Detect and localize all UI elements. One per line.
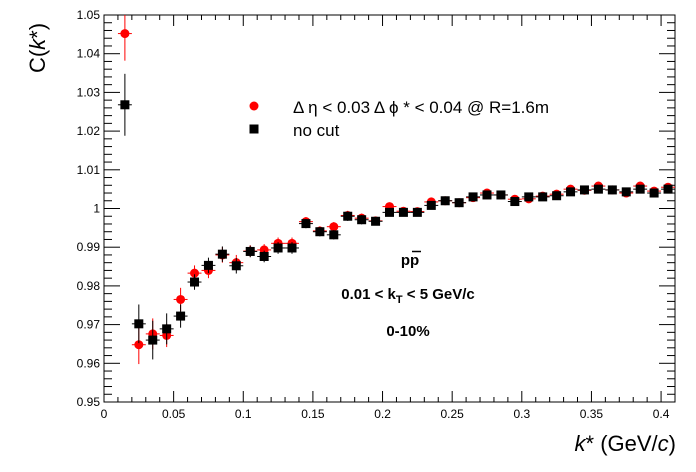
y-tick-label: 0.95 xyxy=(77,395,101,409)
data-point-square xyxy=(552,191,562,201)
data-point-square xyxy=(301,219,311,229)
legend-marker-red-circle xyxy=(249,101,259,111)
data-point-square xyxy=(607,185,617,195)
data-point-square xyxy=(176,311,186,321)
x-axis-title: k* (GeV/c) xyxy=(575,431,676,456)
data-point-square xyxy=(663,184,673,194)
y-tick-label: 1.02 xyxy=(77,124,101,138)
x-tick-label: 0.2 xyxy=(374,407,391,421)
y-tick-label: 0.98 xyxy=(77,279,101,293)
x-tick-label: 0.3 xyxy=(513,407,530,421)
ticks xyxy=(103,14,676,403)
x-tick-label: 0.4 xyxy=(653,407,670,421)
data-point-square xyxy=(593,184,603,194)
data-point-square xyxy=(385,207,394,217)
data-point-square xyxy=(635,184,645,194)
data-point-square xyxy=(621,187,631,197)
y-tick-label: 1.01 xyxy=(77,163,101,177)
data-point-square xyxy=(566,187,576,197)
data-point-square xyxy=(245,246,255,256)
tick-labels: 0 0.05 0.1 0.15 0.2 0.25 0.3 0.35 0.4 0.95 0.96 0.9… xyxy=(77,8,670,421)
data-point-square xyxy=(357,215,367,225)
series-1 xyxy=(117,73,675,360)
data-point-circle xyxy=(329,222,339,232)
legend-label-nocut: no cut xyxy=(293,121,340,140)
x-tick-label: 0.05 xyxy=(162,407,186,421)
data-point-square xyxy=(426,200,436,210)
data-point-square xyxy=(371,216,381,226)
data-point-square xyxy=(134,319,144,329)
data-point-square xyxy=(538,192,548,202)
data-point-circle xyxy=(190,268,200,278)
data-point-square xyxy=(329,230,339,240)
y-tick-label: 0.96 xyxy=(77,356,101,370)
data-point-square xyxy=(343,211,353,221)
annotation-system: pp xyxy=(401,250,421,269)
data-point-square xyxy=(273,243,283,253)
data-point-circle xyxy=(134,340,144,350)
x-tick-label: 0.1 xyxy=(235,407,252,421)
y-tick-label: 1.03 xyxy=(77,85,101,99)
legend: Δ η < 0.03 Δ ϕ * < 0.04 @ R=1.6m no cut xyxy=(249,98,549,140)
x-tick-label: 0.35 xyxy=(580,407,604,421)
data-point-square xyxy=(162,324,172,334)
data-point-square xyxy=(524,192,534,202)
data-point-square xyxy=(468,192,478,202)
data-point-square xyxy=(398,207,408,217)
data-point-square xyxy=(482,190,492,200)
data-point-square xyxy=(579,185,589,195)
data-point-square xyxy=(510,197,520,207)
x-tick-label: 0.15 xyxy=(301,407,325,421)
data-point-square xyxy=(440,196,450,206)
data-points xyxy=(117,15,675,365)
x-tick-label: 0 xyxy=(101,407,108,421)
data-point-square xyxy=(496,190,506,200)
y-axis-title: C(k*) xyxy=(25,23,50,73)
data-point-square xyxy=(217,249,227,259)
y-tick-label: 1.05 xyxy=(77,8,101,22)
annotation-system-label: pp xyxy=(401,252,419,269)
legend-label-cut: Δ η < 0.03 Δ ϕ * < 0.04 @ R=1.6m xyxy=(293,98,549,117)
y-tick-label: 0.97 xyxy=(77,318,101,332)
data-point-square xyxy=(120,100,130,110)
data-point-square xyxy=(454,198,464,208)
legend-marker-black-square xyxy=(249,124,259,134)
annotation-centrality: 0-10% xyxy=(386,323,429,340)
data-point-square xyxy=(315,227,325,237)
y-tick-label: 1 xyxy=(93,202,100,216)
y-tick-label: 1.04 xyxy=(77,47,101,61)
data-point-circle xyxy=(120,29,130,39)
data-point-square xyxy=(148,335,158,345)
data-point-square xyxy=(190,277,200,287)
y-tick-label: 0.99 xyxy=(77,240,101,254)
annotation-kt-range: 0.01 < kT < 5 GeV/c xyxy=(341,286,475,306)
data-point-square xyxy=(649,188,659,198)
data-point-square xyxy=(259,251,269,261)
data-point-square xyxy=(231,261,241,271)
data-point-square xyxy=(203,260,213,270)
x-tick-label: 0.25 xyxy=(440,407,464,421)
data-point-square xyxy=(412,207,422,217)
data-point-circle xyxy=(176,294,186,304)
data-point-square xyxy=(287,243,297,253)
